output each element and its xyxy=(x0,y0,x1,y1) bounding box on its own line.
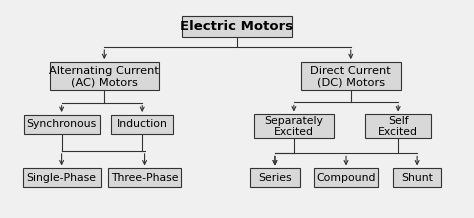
FancyBboxPatch shape xyxy=(24,115,100,133)
FancyBboxPatch shape xyxy=(50,62,159,90)
Text: Synchronous: Synchronous xyxy=(27,119,97,129)
FancyBboxPatch shape xyxy=(314,169,378,187)
FancyBboxPatch shape xyxy=(23,169,100,187)
Text: Alternating Current
(AC) Motors: Alternating Current (AC) Motors xyxy=(49,65,159,87)
FancyBboxPatch shape xyxy=(111,115,173,133)
Text: Three-Phase: Three-Phase xyxy=(111,173,178,183)
FancyBboxPatch shape xyxy=(301,62,401,90)
Text: Separately
Excited: Separately Excited xyxy=(264,116,323,137)
FancyBboxPatch shape xyxy=(250,169,300,187)
FancyBboxPatch shape xyxy=(182,16,292,37)
FancyBboxPatch shape xyxy=(393,169,441,187)
Text: Compound: Compound xyxy=(316,173,376,183)
Text: Single-Phase: Single-Phase xyxy=(27,173,97,183)
Text: Direct Current
(DC) Motors: Direct Current (DC) Motors xyxy=(310,65,391,87)
Text: Electric Motors: Electric Motors xyxy=(181,20,293,33)
Text: Induction: Induction xyxy=(117,119,168,129)
FancyBboxPatch shape xyxy=(365,114,431,138)
Text: Shunt: Shunt xyxy=(401,173,433,183)
FancyBboxPatch shape xyxy=(254,114,334,138)
FancyBboxPatch shape xyxy=(108,169,181,187)
Text: Series: Series xyxy=(258,173,292,183)
Text: Self
Excited: Self Excited xyxy=(378,116,418,137)
